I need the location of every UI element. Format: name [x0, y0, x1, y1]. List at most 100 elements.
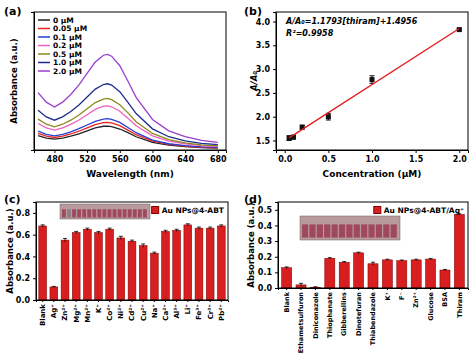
error-bar: [414, 259, 418, 260]
tick-label: 0.0: [258, 284, 273, 293]
tick-label: Cd²⁺: [128, 304, 136, 321]
error-bar-stem: [143, 244, 144, 247]
inset-photo: [60, 204, 150, 219]
tick: 0.8: [16, 209, 36, 218]
bar: [354, 253, 364, 288]
tick: Li⁺: [184, 300, 192, 315]
error-bar: [328, 258, 332, 259]
y-axis-title: Absorbance (a.u.): [246, 202, 256, 288]
error-bar-stem: [65, 238, 66, 241]
tick: Mg²⁺: [73, 300, 81, 323]
tick: K⁺: [384, 288, 392, 300]
tick-label: 0.3: [258, 237, 272, 246]
error-bar: [385, 259, 389, 260]
inset-vial: [339, 224, 345, 237]
bar: [440, 270, 450, 288]
tick: 0.0: [16, 296, 36, 305]
error-bar: [186, 224, 190, 226]
tick: Mn²⁺: [84, 300, 92, 323]
inset-vial: [108, 209, 112, 217]
error-bar-cap: [328, 257, 332, 258]
legend-item: 2.0 μM: [38, 67, 82, 76]
tick: 1.0: [365, 150, 380, 164]
point: [370, 77, 375, 82]
error-bar-cap: [163, 230, 167, 231]
tick-label: 1.5: [256, 137, 271, 146]
plot-frame: [34, 12, 226, 150]
legend-label: Au NPs@4-ABT/Ag⁺: [384, 206, 464, 215]
tick: Dinotefuran: [355, 288, 363, 336]
legend-swatch: [38, 62, 50, 64]
error-bar-cap: [443, 269, 447, 270]
error-bar: [52, 286, 56, 287]
tick: Thiram: [456, 288, 464, 318]
error-bar: [443, 269, 447, 270]
axis: BlankEthametsulfuronDiniconazoleThiophan…: [279, 288, 469, 353]
bar: [139, 246, 147, 300]
panel: (c)Absorbance (a.u.)0.00.20.40.60.8Blank…: [4, 193, 229, 326]
error-bar-cap: [119, 236, 123, 237]
bar: [195, 228, 203, 300]
tick-label: 640: [177, 155, 194, 164]
error-bar-stem: [301, 283, 302, 286]
axis: 1.52.02.53.03.54.0: [256, 13, 277, 151]
error-bar: [370, 76, 375, 84]
error-bar: [208, 227, 212, 229]
inset-vial: [87, 209, 91, 217]
panel-label: (c): [4, 193, 21, 206]
series-line: [38, 54, 218, 142]
legend-swatch: [38, 53, 50, 55]
series-line: [289, 28, 459, 137]
tick: Ca²⁺: [162, 300, 170, 321]
tick: Al³⁺: [173, 300, 181, 319]
error-bar: [130, 240, 134, 242]
tick-label: Ca²⁺: [162, 304, 170, 321]
bar: [162, 231, 170, 300]
legend-swatch: [38, 45, 50, 47]
inset-vial: [97, 209, 101, 217]
legend: 0 μM0.05 μM0.1 μM0.2 μM0.5 μM1.0 μM2.0 μ…: [38, 16, 87, 76]
point: [326, 114, 331, 119]
tick-label: 2.0: [453, 155, 468, 164]
inset-vial: [368, 224, 374, 237]
tick-label: 0.8: [16, 209, 31, 218]
error-bar-cap: [400, 260, 404, 261]
inset-vial: [324, 224, 330, 237]
tick: Co²⁺: [106, 300, 114, 321]
error-bar-cap: [429, 258, 433, 259]
inset-vial: [72, 209, 76, 217]
error-bar-cap: [175, 229, 179, 230]
tick: Zn²⁺: [61, 300, 69, 321]
error-bar: [357, 252, 361, 253]
tick: 0.3: [258, 237, 278, 246]
tick: 1.5: [256, 137, 276, 146]
error-bar-stem: [120, 236, 121, 239]
inset-vial: [118, 209, 122, 217]
error-bar-stem: [373, 262, 374, 265]
legend: Au NPs@4-ABT: [152, 206, 225, 215]
bar: [72, 232, 80, 300]
inset-vial: [332, 224, 338, 237]
plot-area: [287, 27, 462, 140]
tick: 3.5: [256, 41, 276, 50]
error-bar-cap: [313, 286, 317, 287]
error-bar: [85, 228, 89, 230]
inset-vial: [123, 209, 127, 217]
inset-vial: [62, 209, 66, 217]
legend-label: Au NPs@4-ABT: [162, 206, 225, 215]
bar: [184, 225, 192, 300]
tick-label: BSA: [441, 292, 449, 307]
plot-area: [39, 224, 225, 300]
bar: [368, 264, 378, 288]
bar: [106, 229, 114, 300]
plot-area: [282, 214, 465, 288]
error-bar-cap: [219, 224, 223, 225]
bar: [397, 261, 407, 288]
tick-label: Co²⁺: [106, 304, 114, 321]
annotation: A/A₀=1.1793[thiram]+1.4956: [285, 17, 418, 26]
error-bar-cap: [197, 227, 201, 228]
tick-label: 1.5: [409, 155, 424, 164]
tick: 1.5: [409, 150, 424, 164]
tick-label: 4.0: [256, 18, 271, 27]
panel: (a)Absorbance (a.u.)Wavelength (nm)48052…: [4, 5, 227, 179]
